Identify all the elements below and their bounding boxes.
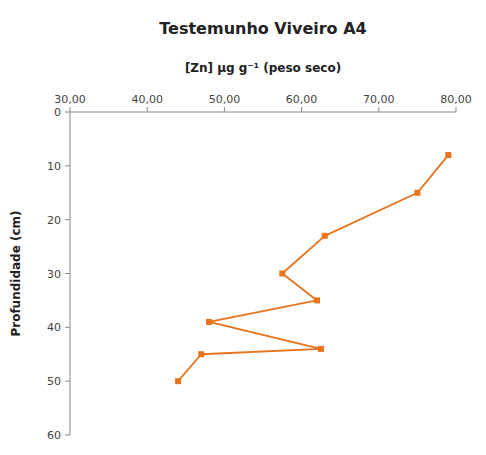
y-tick-label: 30 — [47, 268, 61, 281]
x-tick — [301, 107, 302, 112]
plot-area — [175, 152, 451, 384]
data-point — [279, 271, 285, 277]
x-tick-label: 60,00 — [286, 93, 318, 106]
data-point — [175, 378, 181, 384]
title: Testemunho Viveiro A4 — [159, 19, 366, 38]
y-tick-label: 10 — [47, 160, 61, 173]
y-tick — [65, 435, 70, 436]
data-point — [198, 351, 204, 357]
data-point — [206, 319, 212, 325]
y-tick-label: 20 — [47, 214, 61, 227]
x-tick — [224, 107, 225, 112]
x-tick — [378, 107, 379, 112]
y-tick — [65, 165, 70, 166]
x-axis-label: [Zn] μg g⁻¹ (peso seco) — [185, 61, 341, 75]
x-tick — [70, 107, 71, 112]
y-tick — [65, 273, 70, 274]
chart: Testemunho Viveiro A4 [Zn] μg g⁻¹ (peso s… — [0, 0, 486, 455]
data-line — [178, 155, 448, 381]
x-tick-label: 80,00 — [440, 93, 472, 106]
y-tick-label: 0 — [54, 106, 61, 119]
y-tick — [65, 219, 70, 220]
data-point — [414, 190, 420, 196]
x-tick-label: 70,00 — [363, 93, 395, 106]
y-tick-label: 50 — [47, 375, 61, 388]
data-point — [322, 233, 328, 239]
y-tick — [65, 112, 70, 113]
data-point — [445, 152, 451, 158]
x-tick-label: 40,00 — [131, 93, 163, 106]
x-tick-label: 50,00 — [209, 93, 241, 106]
y-tick — [65, 327, 70, 328]
data-point — [318, 346, 324, 352]
y-axis-label: Profundidade (cm) — [9, 210, 23, 336]
x-tick — [456, 107, 457, 112]
data-point — [314, 297, 320, 303]
x-tick — [147, 107, 148, 112]
y-tick-label: 40 — [47, 321, 61, 334]
y-tick — [65, 381, 70, 382]
x-tick-label: 30,00 — [54, 93, 86, 106]
y-tick-label: 60 — [47, 429, 61, 442]
x-axis-line — [70, 112, 456, 113]
